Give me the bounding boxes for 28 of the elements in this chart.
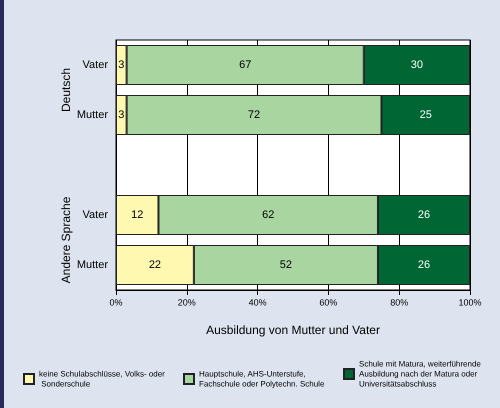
- data-label: 26: [418, 209, 430, 221]
- data-label: 3: [118, 109, 124, 121]
- x-axis-title: Ausbildung von Mutter und Vater: [206, 323, 380, 337]
- data-label: 12: [131, 209, 144, 221]
- y-tick-label: Mutter: [76, 109, 108, 121]
- data-label: 67: [239, 59, 252, 71]
- data-label: 72: [248, 109, 260, 121]
- legend-label: Schule mit Matura, weiterführende Ausbildung nach der Matura oder Universitätsabschluss: [359, 360, 484, 388]
- x-tick-label: 100%: [458, 298, 482, 308]
- legend-label: keine Schulabschlüsse, Volks- oder Sonderschule: [39, 370, 166, 388]
- legend-label: Hauptschule, AHS-Unterstufe, Fachschule oder Polytechn. Schule: [199, 370, 325, 388]
- x-tick-label: 0%: [109, 298, 123, 308]
- x-tick-label: 80%: [390, 298, 408, 308]
- text: Deutsch: [59, 68, 73, 112]
- y-tick-label: Vater: [82, 59, 108, 71]
- data-label: 52: [280, 259, 292, 271]
- y-tick-label: Vater: [82, 209, 108, 221]
- x-tick-label: 40%: [248, 298, 267, 308]
- text: Andere Sprache: [59, 196, 73, 284]
- data-label: 62: [262, 209, 274, 221]
- data-label: 30: [410, 59, 424, 71]
- data-label: 3: [118, 59, 124, 71]
- data-label: 22: [148, 259, 162, 271]
- x-tick-label: 60%: [319, 298, 338, 308]
- data-label: 25: [420, 109, 432, 121]
- y-tick-label: Mutter: [76, 259, 108, 271]
- data-label: 26: [418, 259, 430, 271]
- x-tick-label: 20%: [178, 298, 196, 308]
